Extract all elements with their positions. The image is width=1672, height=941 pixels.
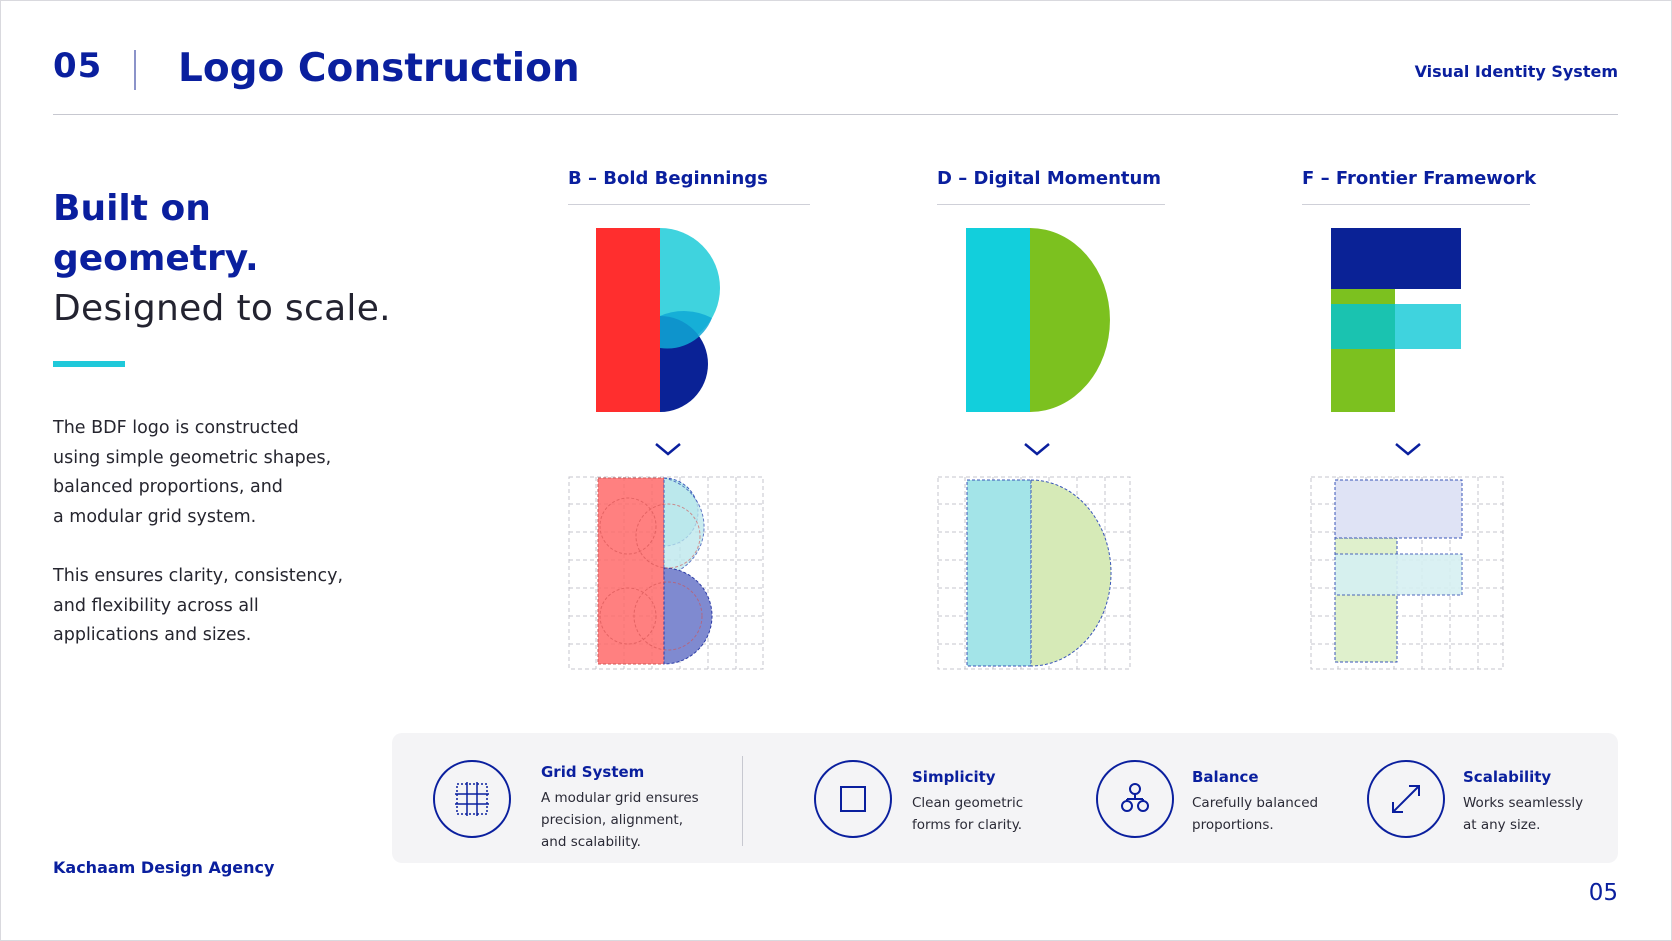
- scalability-title: Scalability: [1463, 768, 1552, 786]
- letter-b-construction-grid: [568, 476, 764, 670]
- letter-d-rule: [937, 204, 1165, 205]
- section-number: 05: [53, 46, 103, 86]
- panel-divider: [742, 756, 743, 846]
- intro-paragraph-1: The BDF logo is constructed using simple…: [53, 418, 332, 527]
- agency-name: Kachaam Design Agency: [53, 858, 275, 877]
- grid-system-description: A modular grid ensures precision, alignm…: [541, 790, 699, 850]
- simplicity-description: Clean geometric forms for clarity.: [912, 795, 1024, 833]
- letter-d-title: D – Digital Momentum: [937, 168, 1162, 189]
- page-number: 05: [1588, 880, 1618, 906]
- page-title: Logo Construction: [178, 46, 580, 91]
- balance-title: Balance: [1192, 768, 1259, 786]
- simplicity-badge: [814, 760, 892, 838]
- headline: Built on geometry. Designed to scale.: [53, 184, 391, 334]
- document-label: Visual Identity System: [1414, 62, 1618, 81]
- grid-system-badge: [433, 760, 511, 838]
- headline-line-1: Built on: [53, 188, 211, 229]
- letter-f-title: F – Frontier Framework: [1302, 168, 1537, 189]
- letter-d-mark: [966, 228, 1110, 412]
- chevron-down-icon: [1395, 443, 1421, 456]
- letter-b-title: B – Bold Beginnings: [568, 168, 768, 189]
- letter-b-mark: [596, 228, 720, 412]
- letter-d-construction-grid: [937, 476, 1131, 670]
- balance-description: Carefully balanced proportions.: [1192, 795, 1319, 833]
- letter-f-rule: [1302, 204, 1530, 205]
- chevron-down-icon: [1024, 443, 1050, 456]
- header-rule: [53, 114, 1618, 115]
- grid-icon: [455, 782, 489, 816]
- letter-f-mark: [1331, 228, 1461, 412]
- headline-line-3: Designed to scale.: [53, 288, 391, 329]
- simplicity-title: Simplicity: [912, 768, 996, 786]
- balance-badge: [1096, 760, 1174, 838]
- square-icon: [840, 786, 866, 812]
- letter-f-construction-grid: [1310, 476, 1504, 670]
- grid-system-title: Grid System: [541, 763, 645, 781]
- accent-bar: [53, 361, 125, 367]
- expand-arrows-icon: [1392, 785, 1420, 813]
- scalability-description: Works seamlessly at any size.: [1463, 795, 1584, 833]
- headline-line-2: geometry.: [53, 238, 259, 279]
- header-divider: [134, 50, 136, 90]
- scalability-badge: [1367, 760, 1445, 838]
- intro-paragraph-2: This ensures clarity, consistency, and f…: [53, 566, 344, 645]
- letter-b-rule: [568, 204, 810, 205]
- balance-nodes-icon: [1121, 783, 1149, 812]
- chevron-down-icon: [655, 443, 681, 456]
